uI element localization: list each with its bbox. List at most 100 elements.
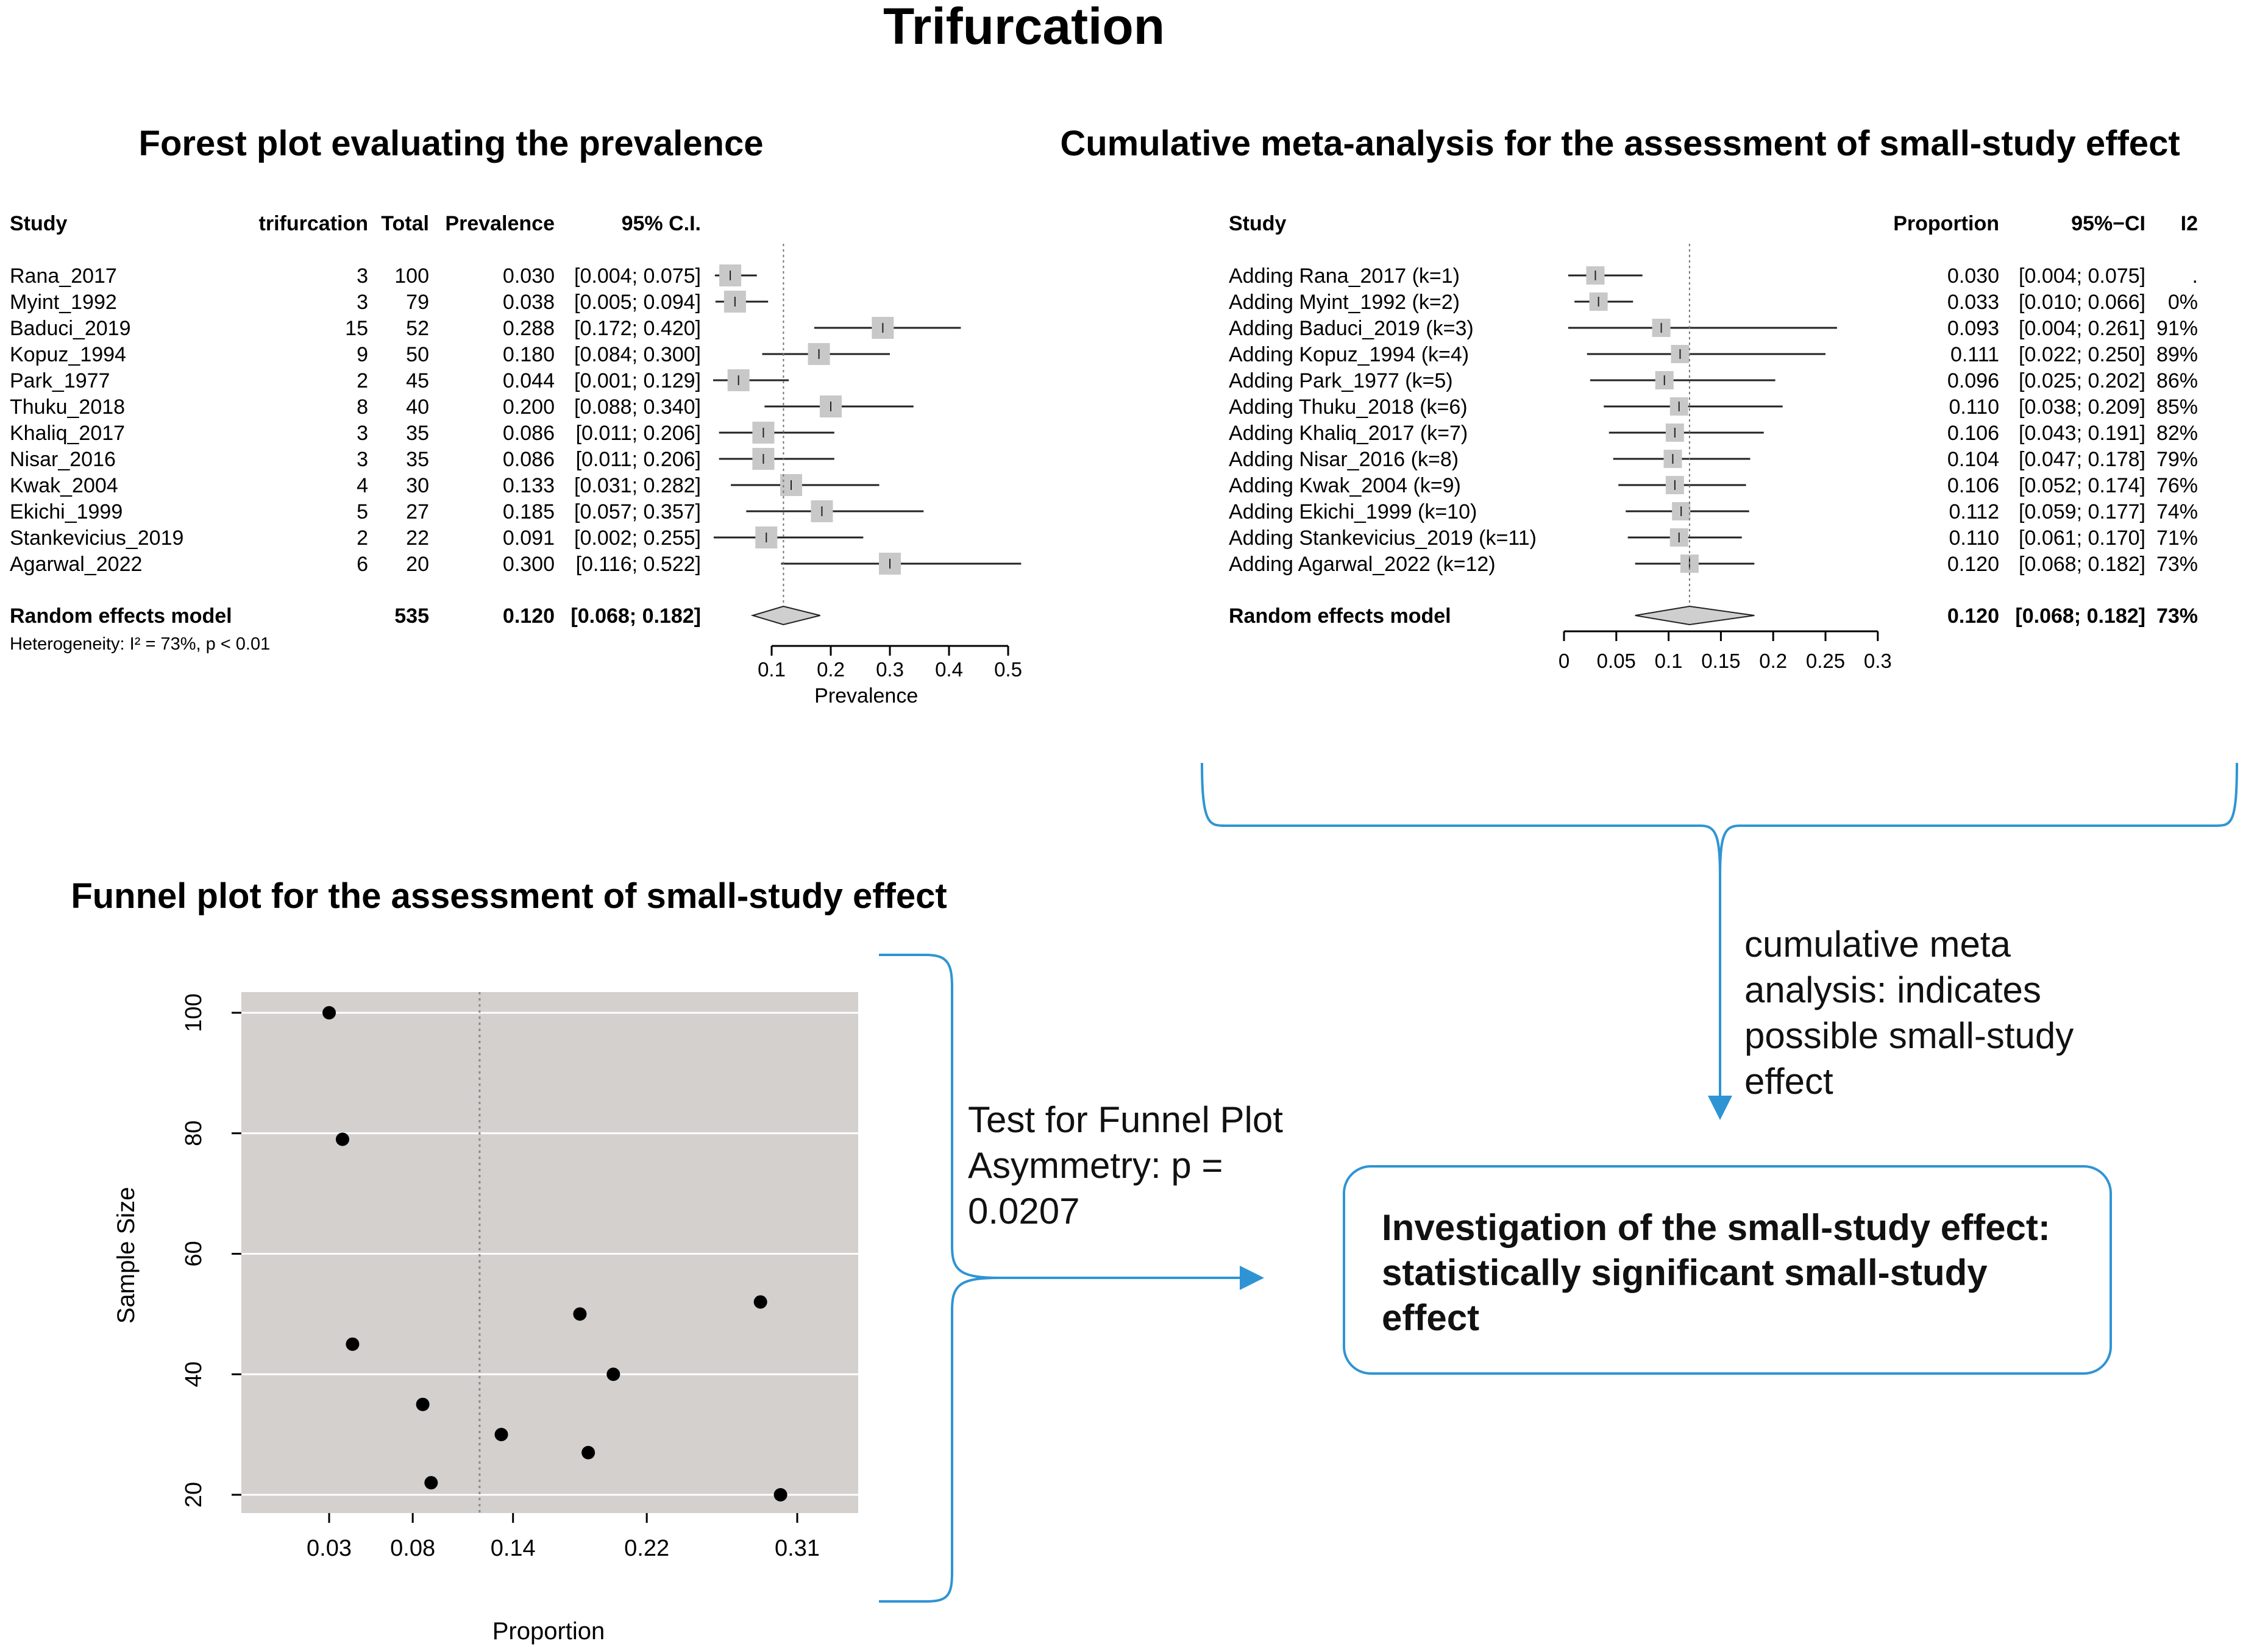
cumulative-row-name: Adding Myint_1992 (k=2) bbox=[1229, 291, 1460, 314]
forest-study-total: 35 bbox=[406, 448, 429, 471]
cumulative-row-name: Adding Kwak_2004 (k=9) bbox=[1229, 474, 1461, 497]
funnel-y-tick-label: 20 bbox=[181, 1482, 207, 1508]
cumulative-row-proportion: 0.112 bbox=[1949, 500, 1999, 523]
funnel-test-note: Test for Funnel Plot Asymmetry: p = 0.02… bbox=[968, 1099, 1283, 1232]
funnel-point bbox=[573, 1307, 587, 1321]
funnel-x-tick-label: 0.08 bbox=[390, 1536, 435, 1561]
cumulative-row-i2: 74% bbox=[2156, 500, 2198, 523]
cumulative-row-name: Adding Rana_2017 (k=1) bbox=[1229, 264, 1460, 288]
cumulative-row-proportion: 0.106 bbox=[1947, 474, 1999, 497]
cumulative-row-ci: [0.004; 0.075] bbox=[2019, 264, 2145, 288]
funnel-title: Funnel plot for the assessment of small-… bbox=[71, 876, 947, 916]
cumulative-row-i2: 71% bbox=[2156, 526, 2198, 550]
funnel-y-tick-label: 60 bbox=[181, 1241, 207, 1266]
forest-study-prevalence: 0.288 bbox=[503, 317, 555, 340]
forest-study-ci: [0.031; 0.282] bbox=[574, 474, 701, 497]
cumulative-row-i2: . bbox=[2192, 264, 2198, 288]
cumulative-row-proportion: 0.120 bbox=[1947, 553, 1999, 576]
funnel-x-tick-label: 0.22 bbox=[624, 1536, 669, 1561]
forest-study-prevalence: 0.185 bbox=[503, 500, 555, 523]
annotation-connectors bbox=[879, 762, 2238, 1603]
cumulative-brace bbox=[1201, 762, 2238, 878]
cumulative-row-name: Adding Khaliq_2017 (k=7) bbox=[1229, 422, 1468, 445]
forest-summary-name: Random effects model bbox=[10, 604, 232, 628]
cumulative-row-i2: 82% bbox=[2156, 422, 2198, 445]
forest-study-total: 79 bbox=[406, 291, 429, 314]
cumulative-row-name: Adding Ekichi_1999 (k=10) bbox=[1229, 500, 1477, 523]
forest-x-tick-label: 0.3 bbox=[876, 658, 904, 681]
funnel-point bbox=[346, 1337, 360, 1351]
forest-study-total: 40 bbox=[406, 395, 429, 419]
forest-study-ci: [0.005; 0.094] bbox=[574, 291, 701, 314]
cumulative-row-proportion: 0.030 bbox=[1947, 264, 1999, 288]
forest-marks: 0.1 0.2 0.3 0.4 0.5 Prevalence bbox=[713, 244, 1022, 707]
forest-study-ci: [0.057; 0.357] bbox=[574, 500, 701, 523]
cumulative-summary-name: Random effects model bbox=[1229, 604, 1451, 628]
cumulative-header-i2: I2 bbox=[2181, 212, 2198, 235]
forest-study-prevalence: 0.086 bbox=[503, 448, 555, 471]
funnel-point bbox=[494, 1428, 508, 1442]
forest-header-study: Study bbox=[10, 212, 68, 235]
cumulative-row-i2: 76% bbox=[2156, 474, 2198, 497]
forest-study-name: Baduci_2019 bbox=[10, 317, 131, 340]
forest-study-prevalence: 0.300 bbox=[503, 553, 555, 576]
forest-study-events: 9 bbox=[357, 343, 368, 366]
cumulative-row-ci: [0.059; 0.177] bbox=[2019, 500, 2145, 523]
funnel-brace bbox=[879, 954, 1000, 1603]
funnel-marks: 0.03 0.08 0.14 0.22 0.31 Proportion 20 40 60 80 10… bbox=[113, 992, 858, 1645]
cumulative-row-i2: 0% bbox=[2168, 291, 2198, 314]
forest-study-total: 100 bbox=[394, 264, 429, 288]
funnel-y-tick-label: 40 bbox=[181, 1361, 207, 1387]
forest-x-tick-label: 0.1 bbox=[758, 658, 786, 681]
forest-study-events: 2 bbox=[357, 526, 368, 550]
cumulative-row-ci: [0.038; 0.209] bbox=[2019, 395, 2145, 419]
forest-study-prevalence: 0.038 bbox=[503, 291, 555, 314]
funnel-x-tick-label: 0.14 bbox=[491, 1536, 536, 1561]
funnel-point bbox=[773, 1488, 787, 1501]
forest-study-ci: [0.011; 0.206] bbox=[576, 422, 701, 445]
forest-study-total: 45 bbox=[406, 369, 429, 392]
cumulative-row-name: Adding Agarwal_2022 (k=12) bbox=[1229, 553, 1496, 576]
cumulative-title: Cumulative meta-analysis for the assessm… bbox=[1060, 124, 2180, 163]
cumulative-row-ci: [0.052; 0.174] bbox=[2019, 474, 2145, 497]
cumulative-x-tick-label: 0.05 bbox=[1597, 650, 1636, 672]
forest-study-ci: [0.011; 0.206] bbox=[576, 448, 701, 471]
cumulative-header-proportion: Proportion bbox=[1893, 212, 1999, 235]
cumulative-marks: 0 0.05 0.1 0.15 0.2 0.25 0.3 bbox=[1559, 244, 1892, 672]
cumulative-summary-proportion: 0.120 bbox=[1947, 604, 1999, 628]
forest-summary-total: 535 bbox=[394, 604, 429, 628]
forest-study-name: Ekichi_1999 bbox=[10, 500, 123, 523]
cumulative-row-proportion: 0.104 bbox=[1947, 448, 1999, 471]
forest-study-ci: [0.116; 0.522] bbox=[576, 553, 701, 576]
cumulative-table: Study Proportion 95%−CI I2 Adding Rana_2017 … bbox=[1229, 212, 2198, 628]
forest-study-events: 6 bbox=[357, 553, 368, 576]
forest-study-total: 22 bbox=[406, 526, 429, 550]
forest-pooled-diamond bbox=[750, 605, 820, 626]
funnel-point bbox=[581, 1445, 595, 1459]
forest-header-ci: 95% C.I. bbox=[622, 212, 701, 235]
forest-study-events: 2 bbox=[357, 369, 368, 392]
cumulative-x-tick-label: 0.15 bbox=[1701, 650, 1740, 672]
cumulative-row-ci: [0.043; 0.191] bbox=[2019, 422, 2145, 445]
forest-study-ci: [0.002; 0.255] bbox=[574, 526, 701, 550]
forest-study-ci: [0.001; 0.129] bbox=[574, 369, 701, 392]
funnel-point bbox=[416, 1397, 430, 1411]
cumulative-header-study: Study bbox=[1229, 212, 1287, 235]
cumulative-summary-i2: 73% bbox=[2156, 604, 2198, 628]
cumulative-x-tick-label: 0 bbox=[1559, 650, 1569, 672]
forest-study-name: Myint_1992 bbox=[10, 291, 117, 314]
funnel-point bbox=[335, 1132, 349, 1146]
cumulative-row-name: Adding Kopuz_1994 (k=4) bbox=[1229, 343, 1469, 366]
cumulative-row-i2: 91% bbox=[2156, 317, 2198, 340]
forest-study-events: 5 bbox=[357, 500, 368, 523]
cumulative-row-name: Adding Thuku_2018 (k=6) bbox=[1229, 395, 1468, 419]
cumulative-row-name: Adding Baduci_2019 (k=3) bbox=[1229, 317, 1474, 340]
cumulative-row-proportion: 0.111 bbox=[1950, 343, 1999, 366]
forest-study-ci: [0.084; 0.300] bbox=[574, 343, 701, 366]
forest-study-prevalence: 0.044 bbox=[503, 369, 555, 392]
forest-study-total: 35 bbox=[406, 422, 429, 445]
cumulative-plot: Cumulative meta-analysis for the assessm… bbox=[1060, 124, 2198, 672]
forest-summary-prevalence: 0.120 bbox=[503, 604, 555, 628]
forest-study-total: 52 bbox=[406, 317, 429, 340]
forest-study-prevalence: 0.180 bbox=[503, 343, 555, 366]
